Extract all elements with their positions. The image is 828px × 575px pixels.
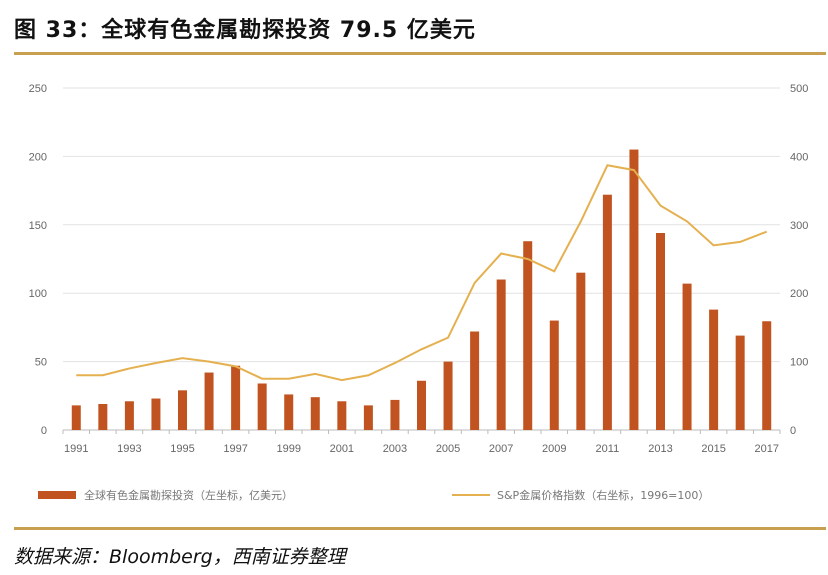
figure-title: 图 33：全球有色金属勘探投资 79.5 亿美元 xyxy=(14,18,476,43)
chart: 0 50 100 150 200 250 0 100 200 300 400 500 1991 1993 1… xyxy=(29,83,809,502)
x-tick-label: 2009 xyxy=(542,443,566,455)
y-right-tick-label: 200 xyxy=(790,288,808,300)
bar-2001 xyxy=(337,401,347,430)
bar-1993 xyxy=(124,401,134,430)
x-tick-label: 1997 xyxy=(223,443,247,455)
bar-2007 xyxy=(496,279,506,430)
y-left-tick-label: 150 xyxy=(29,220,47,232)
y-right-tick-label: 400 xyxy=(790,151,808,163)
source-divider xyxy=(14,527,826,530)
y-right-tick-label: 500 xyxy=(790,83,808,95)
bar-2013 xyxy=(656,233,665,430)
legend-label-bar: 全球有色金属勘探投资（左坐标，亿美元） xyxy=(84,488,293,502)
bar-2002 xyxy=(363,405,373,430)
x-tick-label: 1991 xyxy=(64,443,88,455)
bar-1999 xyxy=(284,394,294,430)
bar-1995 xyxy=(178,390,187,430)
x-tick-label: 1995 xyxy=(170,443,194,455)
bar-2011 xyxy=(602,194,612,430)
y-left-tick-label: 0 xyxy=(41,425,47,437)
bar-2012 xyxy=(629,149,639,430)
bar-2004 xyxy=(417,380,426,430)
bar-1994 xyxy=(151,398,161,430)
x-tick-label: 2007 xyxy=(489,443,513,455)
bar-2017 xyxy=(762,321,772,430)
bar-2010 xyxy=(576,272,586,430)
y-left-tick-label: 50 xyxy=(35,357,47,369)
bar-2008 xyxy=(523,241,533,430)
source-note: 数据来源：Bloomberg，西南证券整理 xyxy=(14,546,346,568)
y-right-tick-label: 300 xyxy=(790,220,808,232)
bar-2016 xyxy=(735,335,745,430)
bar-2000 xyxy=(310,397,320,430)
bar-2003 xyxy=(390,399,400,430)
x-tick-label: 2015 xyxy=(701,443,725,455)
bar-1998 xyxy=(257,383,267,430)
bar-2009 xyxy=(549,320,559,430)
bar-2005 xyxy=(443,361,453,430)
bar-1992 xyxy=(98,404,108,430)
x-tick-label: 2011 xyxy=(596,443,620,455)
y-left-tick-label: 100 xyxy=(29,288,47,300)
y-left-tick-label: 250 xyxy=(29,83,47,95)
x-tick-label: 2001 xyxy=(330,443,354,455)
x-tick-label: 2005 xyxy=(436,443,460,455)
bar-1997 xyxy=(231,365,241,430)
x-tick-label: 2003 xyxy=(383,443,407,455)
y-right-tick-label: 100 xyxy=(790,357,808,369)
x-tick-label: 1993 xyxy=(117,443,141,455)
bar-2015 xyxy=(709,309,719,430)
legend-swatch-bar xyxy=(38,491,76,499)
x-tick-label: 1999 xyxy=(276,443,300,455)
bar-1996 xyxy=(204,372,214,430)
bar-1991 xyxy=(71,405,81,430)
y-right-tick-label: 0 xyxy=(790,425,796,437)
y-left-tick-label: 200 xyxy=(29,151,47,163)
legend-label-line: S&P金属价格指数（右坐标，1996=100） xyxy=(497,488,709,502)
bar-2014 xyxy=(682,283,692,430)
title-divider xyxy=(14,52,826,55)
bar-2006 xyxy=(470,331,480,430)
x-tick-label: 2013 xyxy=(648,443,672,455)
x-tick-label: 2017 xyxy=(754,443,778,455)
